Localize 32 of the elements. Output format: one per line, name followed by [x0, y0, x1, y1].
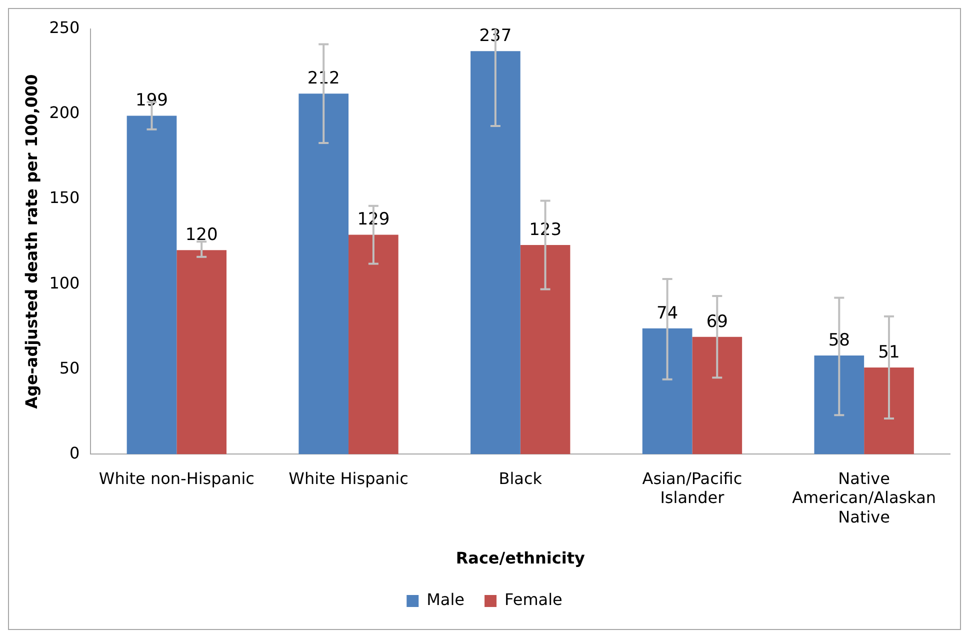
y-tick-label: 100 [49, 273, 80, 292]
bar [520, 245, 570, 454]
bar [176, 250, 227, 454]
data-label: 199 [136, 90, 168, 111]
legend-label: Female [504, 590, 562, 610]
bar [298, 94, 349, 454]
bar [348, 234, 398, 454]
y-tick-label: 0 [70, 443, 80, 462]
legend-label: Male [426, 590, 465, 610]
bar [692, 336, 742, 454]
x-tick-label: Asian/Pacific Islander [642, 468, 742, 508]
bar [126, 116, 177, 454]
x-tick-label: White Hispanic [288, 468, 408, 488]
x-tick-label: White non-Hispanic [98, 468, 254, 488]
y-tick-label: 50 [59, 358, 80, 378]
data-label: 58 [828, 330, 850, 350]
data-label: 237 [479, 26, 512, 46]
y-tick-label: 200 [49, 103, 80, 122]
bar [642, 328, 692, 454]
bar [470, 51, 520, 454]
y-axis-title: Age-adjusted death rate per 100,000 [22, 74, 41, 409]
bar [864, 367, 914, 454]
data-label: 51 [878, 342, 900, 362]
y-tick-label: 150 [49, 188, 80, 208]
y-tick-label: 250 [49, 18, 80, 38]
x-tick-label: Black [498, 468, 543, 488]
x-tick-label: Native American/Alaskan Native [792, 468, 936, 526]
x-axis-title: Race/ethnicity [456, 548, 586, 568]
data-label: 69 [706, 312, 728, 332]
data-label: 74 [656, 303, 678, 324]
data-label: 120 [185, 225, 218, 246]
bar [814, 356, 864, 454]
